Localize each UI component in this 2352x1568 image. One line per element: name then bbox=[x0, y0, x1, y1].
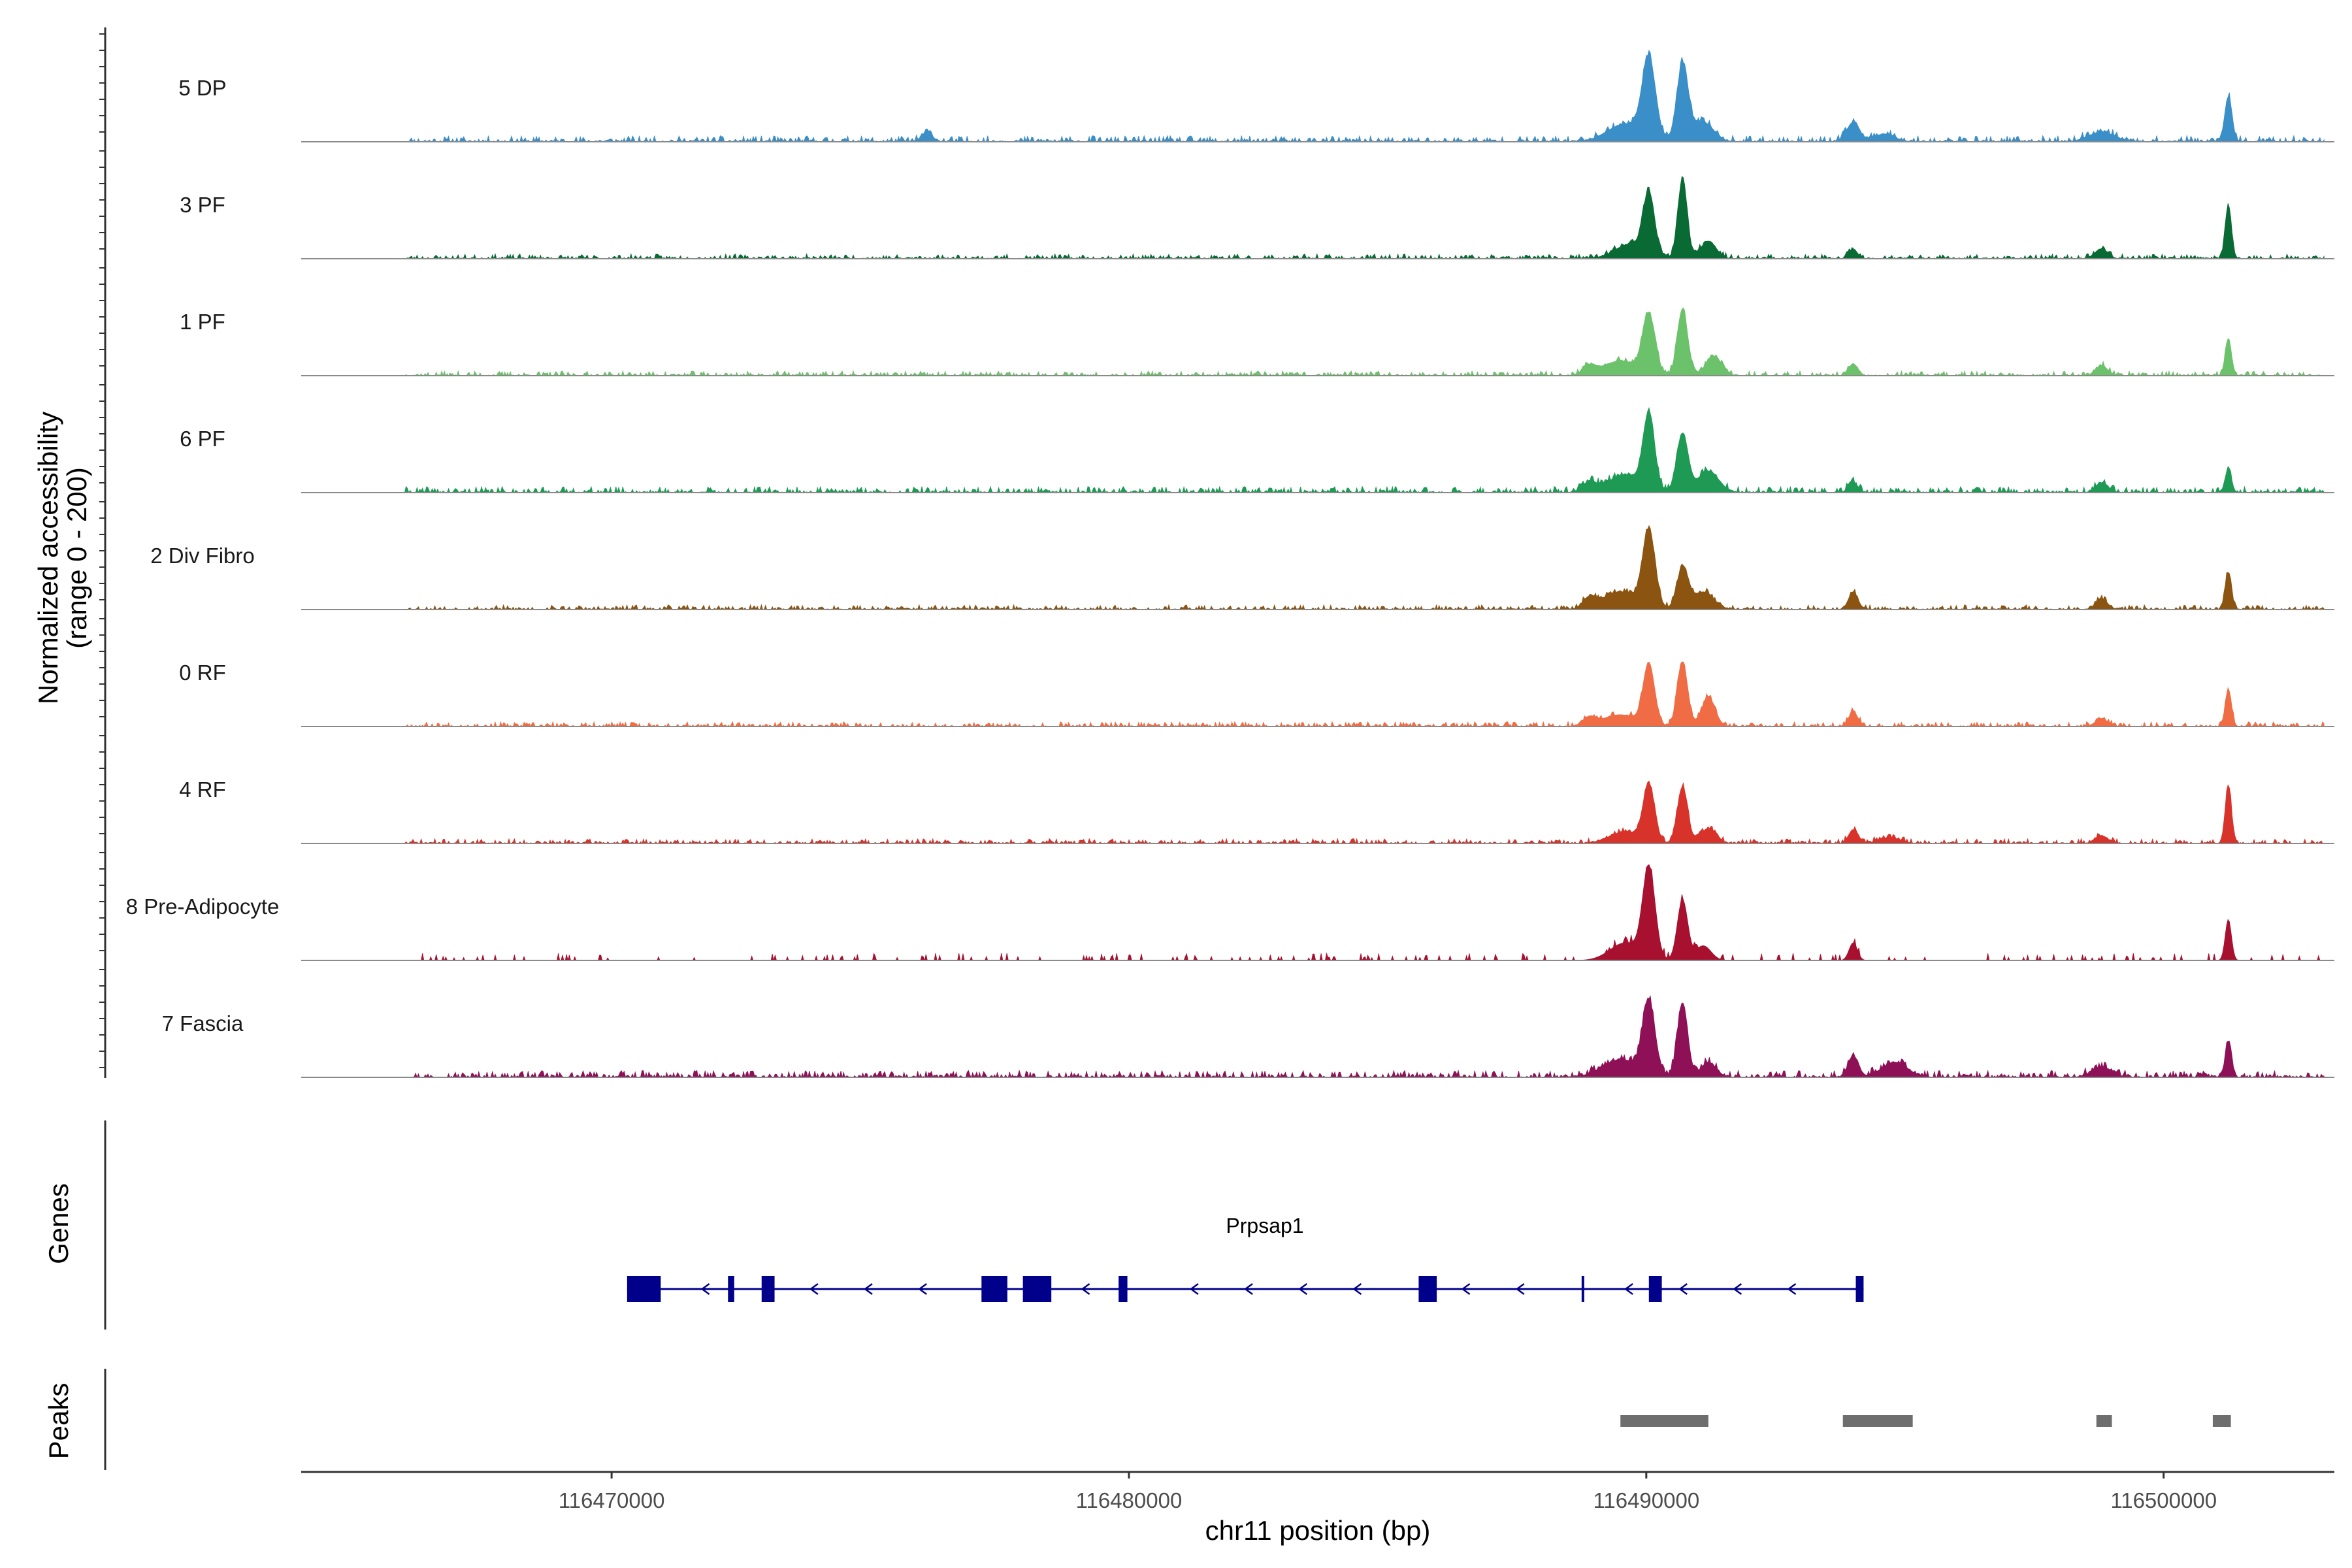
gene-exon bbox=[981, 1276, 1007, 1302]
coverage-area-track-2 bbox=[404, 307, 2325, 377]
gene-exon bbox=[1418, 1276, 1437, 1302]
genes-panel-title: Genes bbox=[43, 1183, 74, 1264]
x-tick-label: 116470000 bbox=[559, 1488, 665, 1512]
gene-exon bbox=[1855, 1276, 1864, 1302]
x-tick-label: 116480000 bbox=[1076, 1488, 1183, 1512]
track-label: 1 PF bbox=[180, 310, 225, 334]
strand-arrow bbox=[1189, 1282, 1199, 1296]
gene-exon bbox=[1119, 1276, 1128, 1302]
ylabel-line2: (range 0 - 200) bbox=[61, 467, 92, 649]
coverage-y-title: Normalized accessibility (range 0 - 200) bbox=[33, 412, 92, 704]
coverage-area-track-8 bbox=[404, 995, 2325, 1079]
coverage-area-track-1 bbox=[404, 176, 2325, 260]
gene-exon bbox=[1581, 1276, 1584, 1302]
peak-region bbox=[1620, 1415, 1708, 1427]
track-label: 2 Div Fibro bbox=[150, 544, 255, 568]
coverage-area-track-5 bbox=[404, 661, 2325, 728]
strand-arrow bbox=[863, 1282, 873, 1296]
strand-arrow bbox=[1624, 1282, 1633, 1296]
strand-arrow bbox=[1787, 1282, 1797, 1296]
track-label: 6 PF bbox=[180, 427, 225, 451]
strand-arrow bbox=[1243, 1282, 1253, 1296]
track-label: 7 Fascia bbox=[162, 1011, 244, 1036]
coverage-area-track-7 bbox=[404, 864, 2325, 962]
gene-exon bbox=[761, 1276, 775, 1302]
coverage-area-track-4 bbox=[404, 525, 2325, 611]
strand-arrow bbox=[809, 1282, 819, 1296]
coverage-tracks: 5 DP 3 PF 1 PF 6 PF 2 Div Fibro 0 RF 4 RF 8 Pre… bbox=[126, 49, 2334, 1079]
coverage-area-track-6 bbox=[404, 780, 2325, 845]
gene-exon bbox=[627, 1276, 661, 1302]
gene-exon bbox=[1022, 1276, 1052, 1302]
x-tick-label: 116490000 bbox=[1593, 1488, 1699, 1512]
coverage-y-ticks bbox=[99, 33, 105, 1068]
strand-arrow bbox=[1515, 1282, 1525, 1296]
peak-region bbox=[2096, 1415, 2112, 1427]
strand-arrow bbox=[1461, 1282, 1471, 1296]
gene-track bbox=[627, 1276, 1864, 1302]
strand-arrow bbox=[1352, 1282, 1362, 1296]
strand-arrow bbox=[700, 1282, 710, 1296]
track-label: 0 RF bbox=[179, 661, 226, 685]
strand-arrow bbox=[918, 1282, 927, 1296]
peak-track bbox=[1620, 1415, 2231, 1427]
peak-region bbox=[2212, 1415, 2231, 1427]
strand-arrow bbox=[1733, 1282, 1742, 1296]
strand-arrow bbox=[1081, 1282, 1090, 1296]
peaks-panel-title: Peaks bbox=[43, 1383, 74, 1460]
x-ticks: 116470000 116480000 116490000 116500000 bbox=[559, 1472, 2217, 1512]
peak-region bbox=[1842, 1415, 1913, 1427]
track-label: 3 PF bbox=[180, 193, 225, 217]
gene-name-label: Prpsap1 bbox=[1226, 1214, 1303, 1237]
x-tick-label: 116500000 bbox=[2110, 1488, 2217, 1512]
x-axis-title: chr11 position (bp) bbox=[1205, 1515, 1431, 1546]
gene-exon bbox=[728, 1276, 734, 1302]
track-label: 8 Pre-Adipocyte bbox=[126, 894, 280, 919]
track-label: 5 DP bbox=[178, 76, 226, 100]
coverage-area-track-0 bbox=[404, 49, 2325, 143]
coverage-area-track-3 bbox=[404, 406, 2325, 494]
ylabel-line1: Normalized accessibility bbox=[33, 412, 63, 704]
strand-arrow bbox=[1678, 1282, 1688, 1296]
gene-exon bbox=[1648, 1276, 1662, 1302]
track-label: 4 RF bbox=[179, 777, 226, 802]
strand-arrow bbox=[1298, 1282, 1307, 1296]
